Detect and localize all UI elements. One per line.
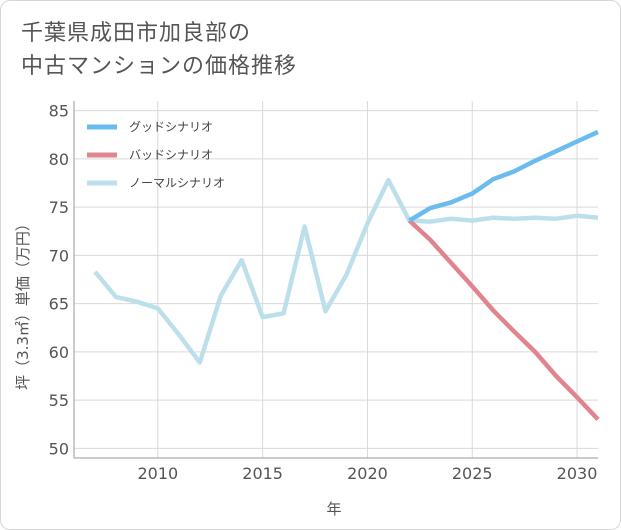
chart-title-line1: 千葉県成田市加良部の (21, 21, 252, 46)
legend-label-bad: バッドシナリオ (129, 148, 213, 162)
x-tick-label-2030: 2030 (557, 464, 598, 483)
y-tick-label-75: 75 (49, 198, 69, 217)
chart-title: 千葉県成田市加良部の 中古マンションの価格推移 (21, 17, 581, 83)
x-tick-label-2025: 2025 (452, 464, 493, 483)
x-tick-label-2010: 2010 (137, 464, 178, 483)
legend-label-good: グッドシナリオ (129, 120, 213, 134)
legend[interactable]: グッドシナリオ バッドシナリオ ノーマルシナリオ (87, 120, 225, 190)
x-axis-title: 年 (326, 500, 341, 518)
y-tick-label-85: 85 (49, 102, 69, 121)
y-tick-label-55: 55 (49, 391, 69, 410)
series-line-2 (93, 177, 599, 365)
series-lines (93, 129, 600, 421)
y-tick-label-80: 80 (49, 150, 69, 169)
y-tick-label-60: 60 (49, 343, 69, 362)
plot-frame (73, 101, 598, 459)
y-axis-title: 坪（3.3㎡）単価（万円） (14, 216, 32, 390)
x-tick-label-2020: 2020 (347, 464, 388, 483)
y-axis-ticks: 50 55 60 65 70 75 80 85 (49, 102, 69, 459)
y-tick-label-50: 50 (49, 439, 69, 458)
legend-label-normal: ノーマルシナリオ (129, 176, 225, 190)
chart-title-line2: 中古マンションの価格推移 (21, 54, 298, 79)
x-tick-label-2015: 2015 (242, 464, 283, 483)
y-tick-label-70: 70 (49, 246, 69, 265)
series-line-0 (408, 129, 599, 223)
grid-lines (74, 101, 598, 458)
y-tick-label-65: 65 (49, 295, 69, 314)
x-axis-ticks: 2010 2015 2020 2025 2030 (137, 464, 597, 483)
series-line-1 (407, 218, 600, 421)
